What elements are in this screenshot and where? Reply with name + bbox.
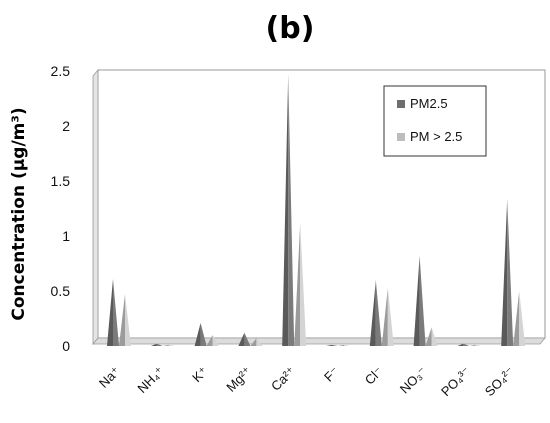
x-tick-label: K⁺ xyxy=(189,364,211,386)
x-tick-label: SO₄²⁻ xyxy=(482,364,518,400)
y-tick-label: 1 xyxy=(62,228,70,244)
bar-face-left xyxy=(162,344,169,346)
y-tick-label: 1.5 xyxy=(51,173,71,189)
bar-face-right xyxy=(168,344,175,346)
bar xyxy=(119,294,131,346)
bar-face-left xyxy=(107,278,113,346)
bar-face-right xyxy=(200,322,207,346)
bar-face-right xyxy=(375,280,382,346)
bar xyxy=(326,344,338,346)
panel-label: (b) xyxy=(266,11,315,46)
bar-face-left xyxy=(338,344,344,346)
bar-face-left xyxy=(513,291,520,346)
bar-face-right xyxy=(475,344,482,346)
floor xyxy=(92,337,546,345)
bar-face-right xyxy=(300,222,307,346)
bar-face-right xyxy=(344,344,350,346)
bar xyxy=(162,344,175,346)
bar-face-right xyxy=(507,198,514,346)
bar xyxy=(425,327,438,346)
y-tick-label: 0 xyxy=(62,338,70,354)
bar-face-left xyxy=(250,338,257,346)
bar-face-left xyxy=(150,343,157,346)
bar-face-right xyxy=(419,255,426,346)
x-tick-label: Na⁺ xyxy=(96,364,123,391)
bar-face-left xyxy=(457,343,464,346)
side-wall xyxy=(92,68,99,346)
bar xyxy=(513,291,526,346)
legend-box xyxy=(383,85,487,157)
x-tick-label: NO₃⁻ xyxy=(397,364,430,397)
x-tick-label: Mg²⁺ xyxy=(223,364,254,395)
bar-face-right xyxy=(463,343,470,346)
legend-swatch-pm-gt-25 xyxy=(397,133,405,141)
bar-face-left xyxy=(119,294,125,346)
bar xyxy=(338,344,350,346)
bar-face-right xyxy=(519,291,526,346)
bar-face-left xyxy=(282,74,289,347)
bar-face-left xyxy=(294,222,301,346)
y-tick-label: 2.5 xyxy=(51,63,71,79)
y-axis: 0 0.5 1 1.5 2 2.5 xyxy=(51,63,71,354)
bar-face-right xyxy=(387,287,394,346)
x-tick-label: F⁻ xyxy=(321,364,342,385)
bar xyxy=(457,343,470,346)
bar xyxy=(250,338,263,346)
bar xyxy=(194,322,207,346)
bar-face-left xyxy=(381,287,388,346)
bar-face-left xyxy=(413,255,420,346)
bar-face-right xyxy=(113,278,119,346)
bar xyxy=(150,343,163,346)
bar-face-left xyxy=(501,198,508,346)
bar-face-left xyxy=(369,280,376,346)
y-tick-label: 2 xyxy=(62,118,70,134)
bar-face-right xyxy=(288,74,295,347)
x-tick-label: NH₄⁺ xyxy=(134,364,166,396)
bar-face-left xyxy=(238,332,245,346)
bar xyxy=(501,198,514,346)
bar-face-right xyxy=(244,332,251,346)
legend-swatch-pm25 xyxy=(397,100,405,108)
bar xyxy=(206,335,219,346)
x-tick-label: Ca²⁺ xyxy=(268,364,298,394)
bar-face-right xyxy=(431,327,438,346)
legend-label-pm-gt-25: PM > 2.5 xyxy=(410,129,462,144)
bar-face-left xyxy=(194,322,201,346)
x-tick-label: PO₄³⁻ xyxy=(438,364,474,400)
x-tick-label: Cl⁻ xyxy=(362,364,386,388)
bar-face-right xyxy=(125,294,131,346)
bar xyxy=(369,280,382,346)
bar-face-left xyxy=(326,344,332,346)
y-tick-label: 0.5 xyxy=(51,283,71,299)
bar-face-left xyxy=(206,335,213,346)
bar xyxy=(381,287,394,346)
bar xyxy=(469,344,482,346)
bar xyxy=(107,278,119,346)
bar xyxy=(413,255,426,346)
bar-face-right xyxy=(256,338,263,346)
bars xyxy=(107,74,526,347)
legend: PM2.5 PM > 2.5 xyxy=(383,85,487,157)
bar-face-right xyxy=(156,343,163,346)
bar-face-right xyxy=(332,344,338,346)
x-axis: Na⁺ NH₄⁺ K⁺ Mg²⁺ Ca²⁺ F⁻ Cl⁻ NO₃⁻ PO₄³⁻ SO₄²⁻ xyxy=(96,364,517,400)
bar xyxy=(294,222,307,346)
bar-face-right xyxy=(212,335,219,346)
y-axis-label: Concentration (μg/m³) xyxy=(9,107,29,320)
legend-label-pm25: PM2.5 xyxy=(410,96,448,111)
bar-face-left xyxy=(469,344,476,346)
bar xyxy=(282,74,295,347)
bar xyxy=(238,332,251,346)
bar-face-left xyxy=(425,327,432,346)
